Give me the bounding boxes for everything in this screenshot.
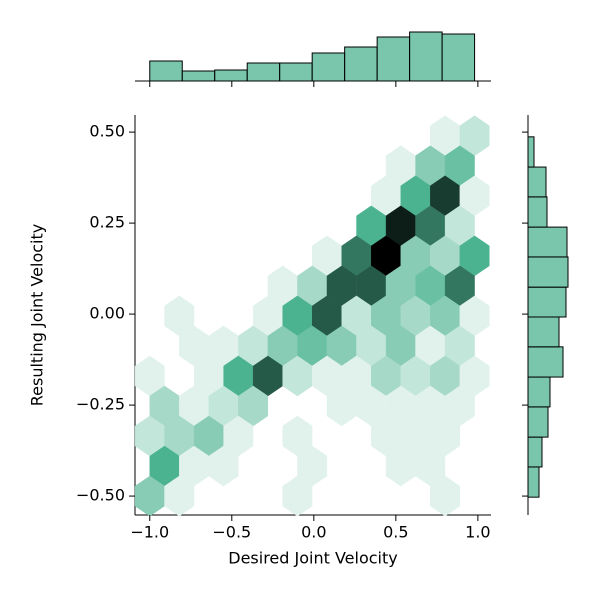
hex-bin [208,445,239,487]
x-tick-label: 1.0 [465,523,490,542]
histogram-bar [527,256,569,288]
y-tick-label: 0.00 [89,304,125,323]
histogram-bar [376,36,411,82]
histogram-bar [527,406,549,438]
histogram-bar [527,286,567,318]
y-tick-label: 0.50 [89,122,125,141]
hex-bin [282,475,313,517]
histogram-bar [527,196,548,228]
x-tick-label: −1.0 [130,523,169,542]
histogram-bar [311,52,346,82]
y-tick-label: −0.50 [76,486,125,505]
histogram-bar [409,31,443,82]
x-tick-label: 0.5 [383,523,408,542]
histogram-bar [527,376,551,408]
histogram-bar [527,436,543,468]
histogram-bar [527,346,564,378]
histogram-bar [214,69,248,82]
histogram-bar [527,166,547,198]
histogram-bar [527,226,568,258]
histogram-bar [149,60,183,82]
y-tick-label: 0.25 [89,213,125,232]
y-axis-label: Resulting Joint Velocity [28,224,47,406]
x-tick-label: −0.5 [212,523,251,542]
histogram-bar [527,136,535,168]
hex-bin [430,475,461,517]
hex-bin [164,475,195,517]
y-tick-label: −0.25 [76,395,125,414]
x-tick-label: 0.0 [301,523,326,542]
x-axis-label: Desired Joint Velocity [228,549,397,568]
histogram-bar [181,70,216,82]
histogram-bar [279,62,313,82]
histogram-bar [441,33,476,82]
histogram-bar [527,466,540,498]
histogram-bar [246,62,281,82]
histogram-bar [344,46,378,82]
histogram-bar [527,316,560,348]
